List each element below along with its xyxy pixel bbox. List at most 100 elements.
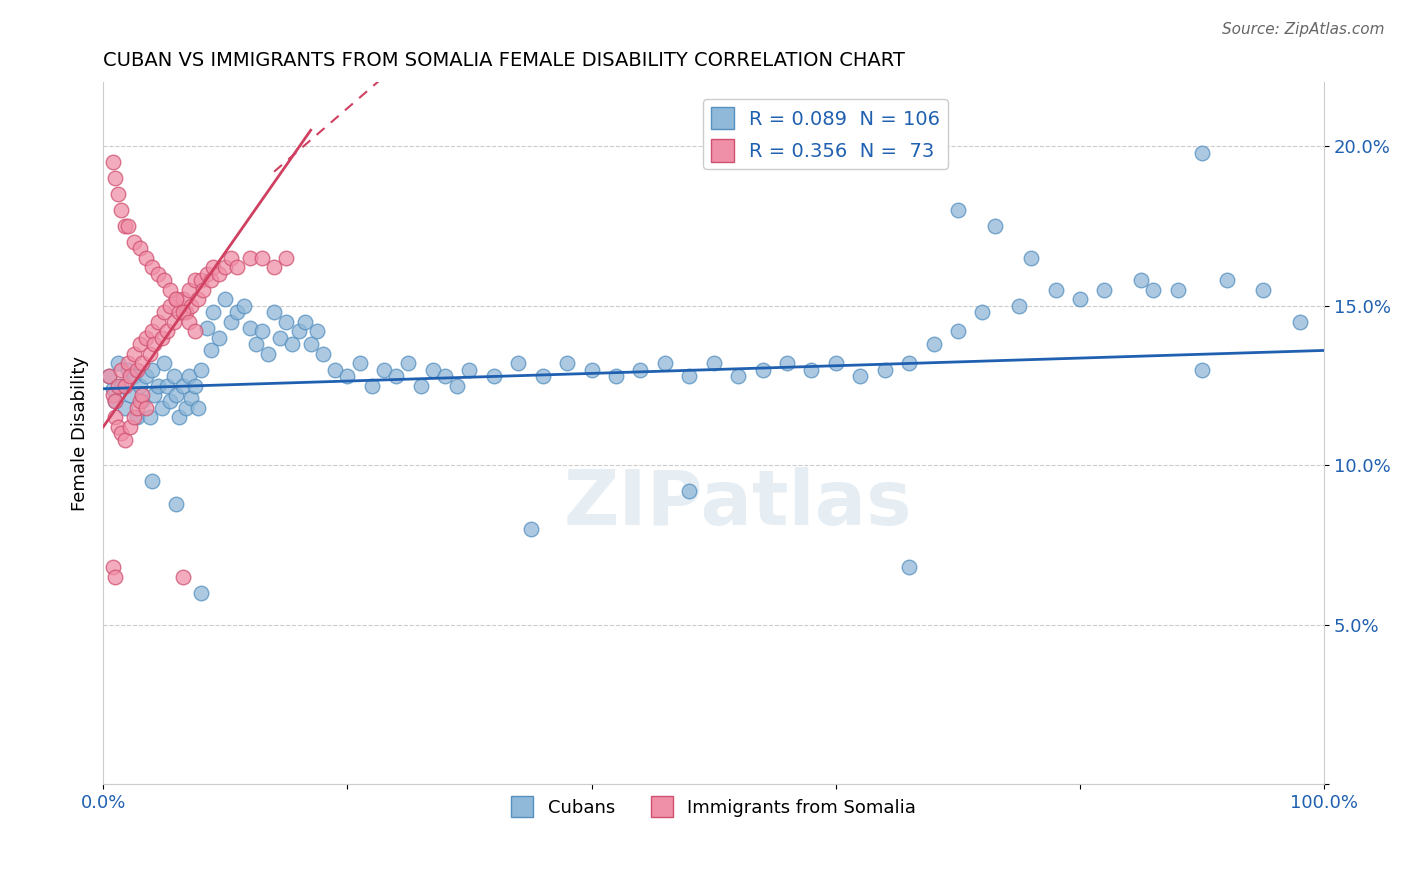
Point xyxy=(172,570,194,584)
Point xyxy=(150,401,173,415)
Point xyxy=(141,475,163,489)
Point xyxy=(221,315,243,329)
Point xyxy=(898,560,921,574)
Point xyxy=(159,394,181,409)
Point xyxy=(180,392,202,406)
Point xyxy=(195,321,218,335)
Point xyxy=(177,368,200,383)
Point xyxy=(122,410,145,425)
Point xyxy=(1215,273,1237,287)
Point xyxy=(122,368,145,383)
Point xyxy=(165,388,187,402)
Point xyxy=(131,388,153,402)
Point xyxy=(1008,299,1031,313)
Point xyxy=(190,362,212,376)
Point xyxy=(1251,283,1274,297)
Point xyxy=(131,394,153,409)
Point xyxy=(299,337,322,351)
Point xyxy=(135,401,157,415)
Point xyxy=(122,346,145,360)
Point xyxy=(117,362,139,376)
Point xyxy=(200,343,222,358)
Point xyxy=(409,378,432,392)
Point xyxy=(519,522,541,536)
Point xyxy=(150,331,173,345)
Point xyxy=(101,382,124,396)
Point xyxy=(195,267,218,281)
Point xyxy=(555,356,578,370)
Point xyxy=(581,362,603,376)
Point xyxy=(177,283,200,297)
Point xyxy=(200,273,222,287)
Point xyxy=(257,346,280,360)
Point xyxy=(174,401,197,415)
Point xyxy=(678,368,700,383)
Point xyxy=(305,324,328,338)
Point xyxy=(1142,283,1164,297)
Point xyxy=(294,315,316,329)
Point xyxy=(177,315,200,329)
Point xyxy=(336,368,359,383)
Point xyxy=(118,420,141,434)
Point xyxy=(312,346,335,360)
Point xyxy=(269,331,291,345)
Point xyxy=(159,299,181,313)
Point xyxy=(128,378,150,392)
Point xyxy=(281,337,304,351)
Point xyxy=(824,356,846,370)
Point xyxy=(117,219,139,233)
Point xyxy=(135,251,157,265)
Point xyxy=(849,368,872,383)
Legend: Cubans, Immigrants from Somalia: Cubans, Immigrants from Somalia xyxy=(505,789,924,824)
Point xyxy=(239,251,262,265)
Point xyxy=(630,362,652,376)
Point xyxy=(110,362,132,376)
Point xyxy=(104,171,127,186)
Point xyxy=(156,324,179,338)
Point xyxy=(751,362,773,376)
Text: ZIPatlas: ZIPatlas xyxy=(564,467,912,541)
Point xyxy=(239,321,262,335)
Point xyxy=(187,401,209,415)
Point xyxy=(482,368,505,383)
Point xyxy=(245,337,267,351)
Point xyxy=(107,378,129,392)
Point xyxy=(531,368,554,383)
Point xyxy=(135,331,157,345)
Point xyxy=(114,401,136,415)
Point xyxy=(946,202,969,217)
Point xyxy=(146,315,169,329)
Point xyxy=(114,433,136,447)
Point xyxy=(1069,293,1091,307)
Point xyxy=(174,305,197,319)
Point xyxy=(128,241,150,255)
Point xyxy=(117,356,139,370)
Point xyxy=(187,293,209,307)
Y-axis label: Female Disability: Female Disability xyxy=(72,356,89,511)
Point xyxy=(396,356,419,370)
Point xyxy=(605,368,627,383)
Point xyxy=(141,324,163,338)
Point xyxy=(323,362,346,376)
Point xyxy=(156,378,179,392)
Point xyxy=(104,394,127,409)
Point xyxy=(703,356,725,370)
Point xyxy=(898,356,921,370)
Point xyxy=(118,368,141,383)
Point xyxy=(922,337,945,351)
Point xyxy=(1045,283,1067,297)
Point xyxy=(183,378,205,392)
Point xyxy=(800,362,823,376)
Point xyxy=(1191,145,1213,160)
Point xyxy=(128,394,150,409)
Point xyxy=(146,378,169,392)
Point xyxy=(146,267,169,281)
Point xyxy=(373,362,395,376)
Point xyxy=(221,251,243,265)
Point xyxy=(101,388,124,402)
Point xyxy=(434,368,457,383)
Point xyxy=(141,260,163,275)
Point xyxy=(214,293,236,307)
Point xyxy=(104,570,127,584)
Point xyxy=(143,388,166,402)
